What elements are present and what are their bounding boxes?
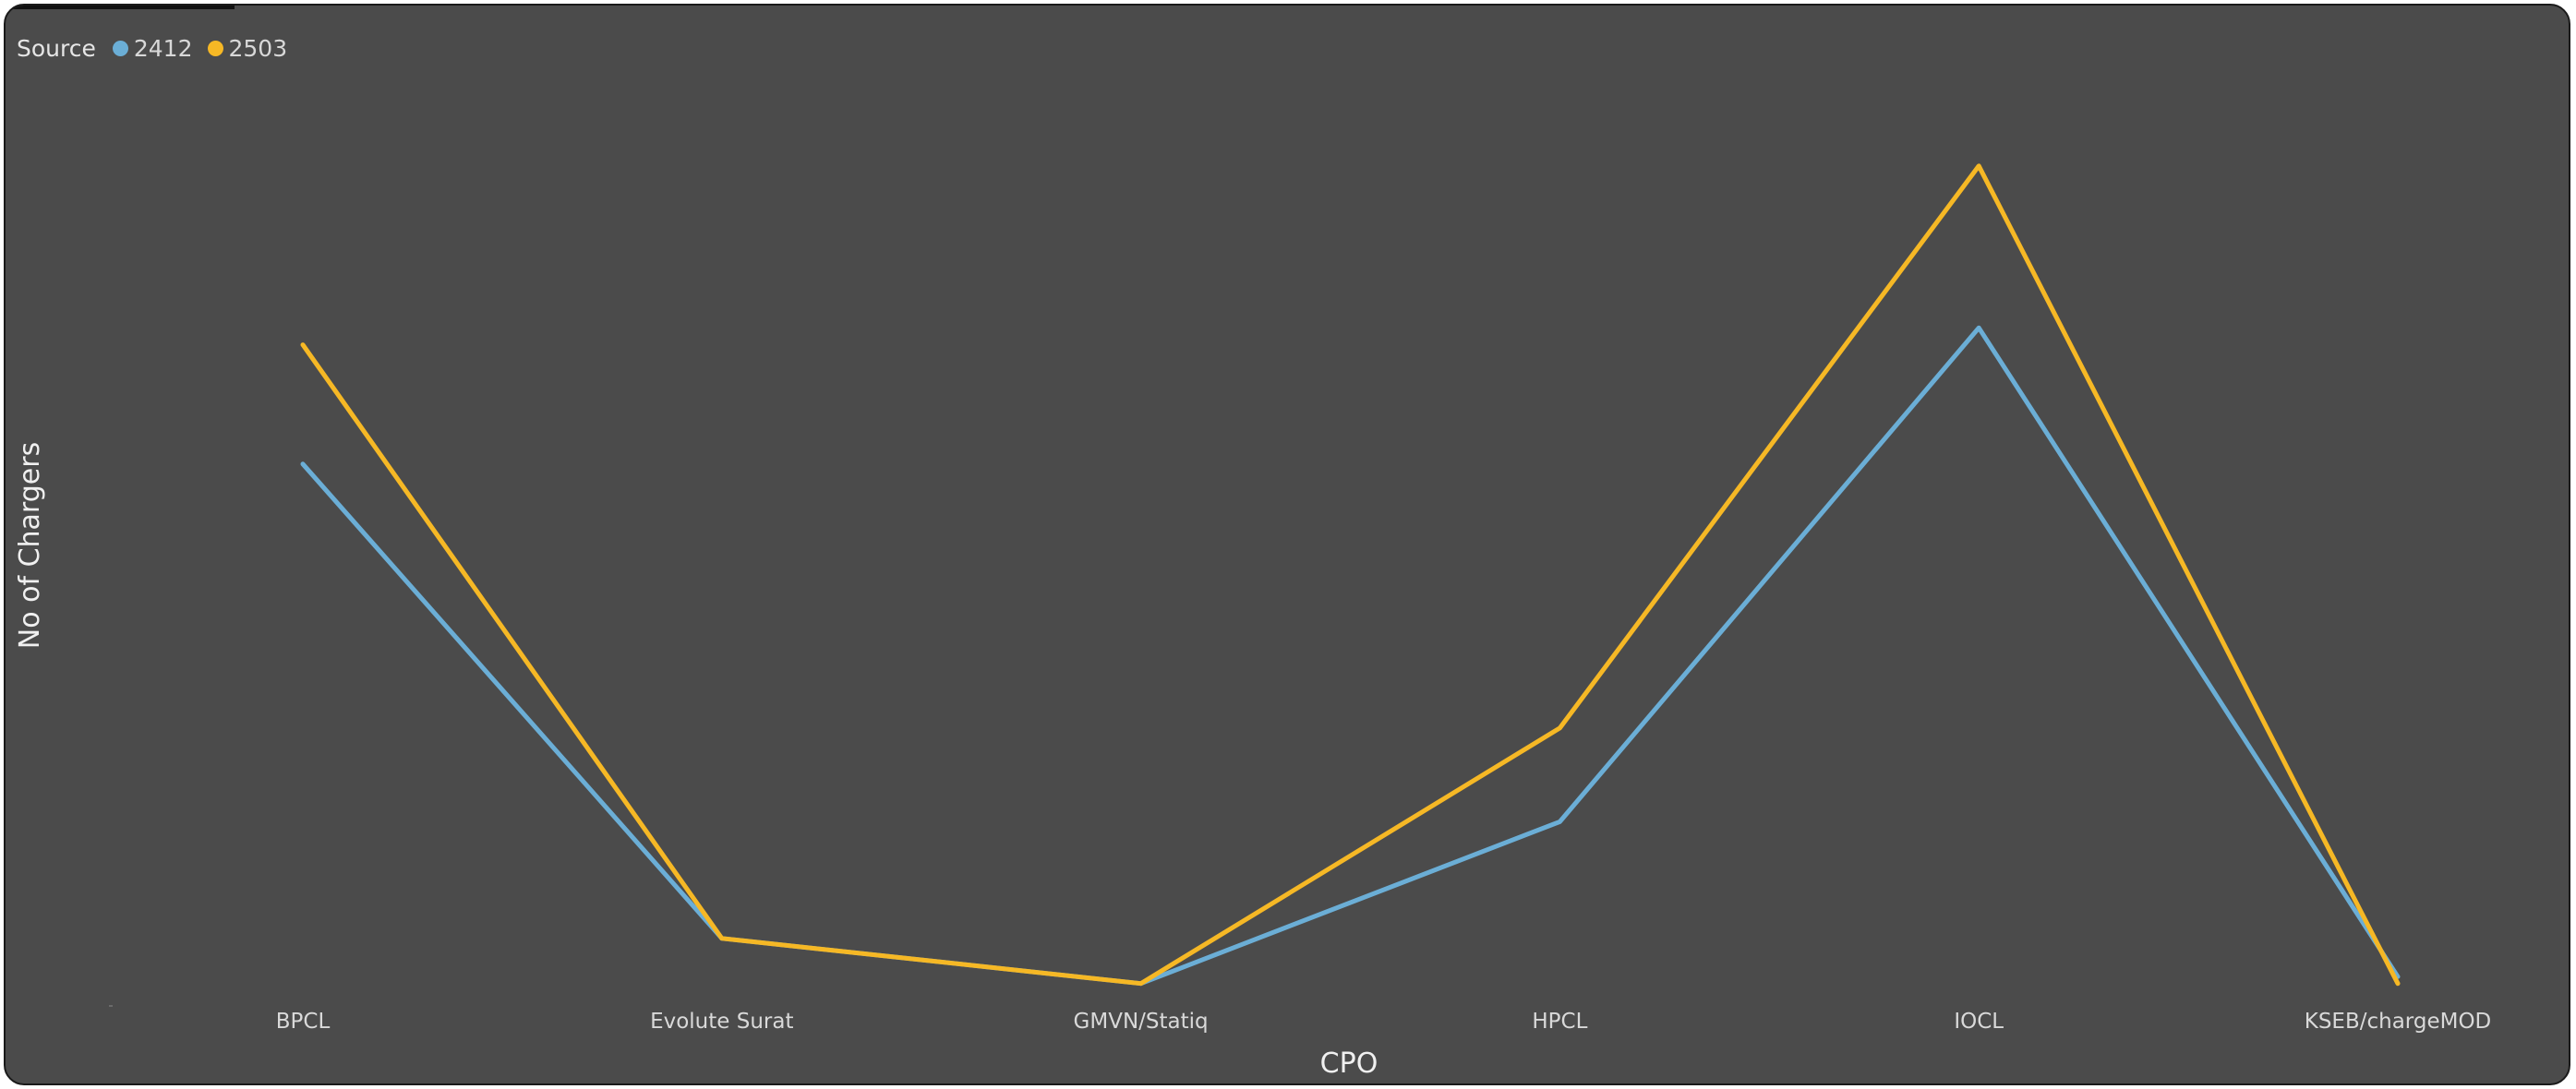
- series-line-2503[interactable]: [300, 163, 2401, 987]
- legend-title: Source: [17, 34, 96, 62]
- x-tick-label: GMVN/Statiq: [1074, 1010, 1209, 1034]
- series-line-2412[interactable]: [300, 325, 2401, 987]
- legend: Source 2412 2503: [17, 33, 302, 63]
- x-tick-label: KSEB/chargeMOD: [2305, 1010, 2492, 1034]
- x-tick-label: Evolute Surat: [650, 1010, 793, 1034]
- legend-item-2503[interactable]: 2503: [207, 34, 288, 62]
- x-axis-title: CPO: [1320, 1047, 1378, 1080]
- chart-panel: Source 2412 2503 BPCL Evolute Surat GMVN/S…: [4, 4, 2570, 1085]
- x-tick-label: HPCL: [1532, 1010, 1587, 1034]
- x-tick-label: IOCL: [1954, 1010, 2004, 1034]
- legend-dot-2412-icon: [112, 40, 128, 56]
- legend-item-2412[interactable]: 2412: [112, 34, 193, 62]
- line-chart: BPCL Evolute Surat GMVN/Statiq HPCL IOCL KSEB…: [14, 163, 2492, 1080]
- y-axis-title: No of Chargers: [14, 442, 46, 649]
- legend-label-2412: 2412: [133, 34, 193, 62]
- x-tick-label: BPCL: [276, 1010, 331, 1034]
- legend-dot-2503-icon: [207, 40, 223, 56]
- panel-tab-marker: [6, 6, 235, 9]
- series-lines: [300, 163, 2401, 987]
- legend-label-2503: 2503: [228, 34, 288, 62]
- x-axis-ticks: BPCL Evolute Surat GMVN/Statiq HPCL IOCL KSEB…: [276, 1010, 2492, 1034]
